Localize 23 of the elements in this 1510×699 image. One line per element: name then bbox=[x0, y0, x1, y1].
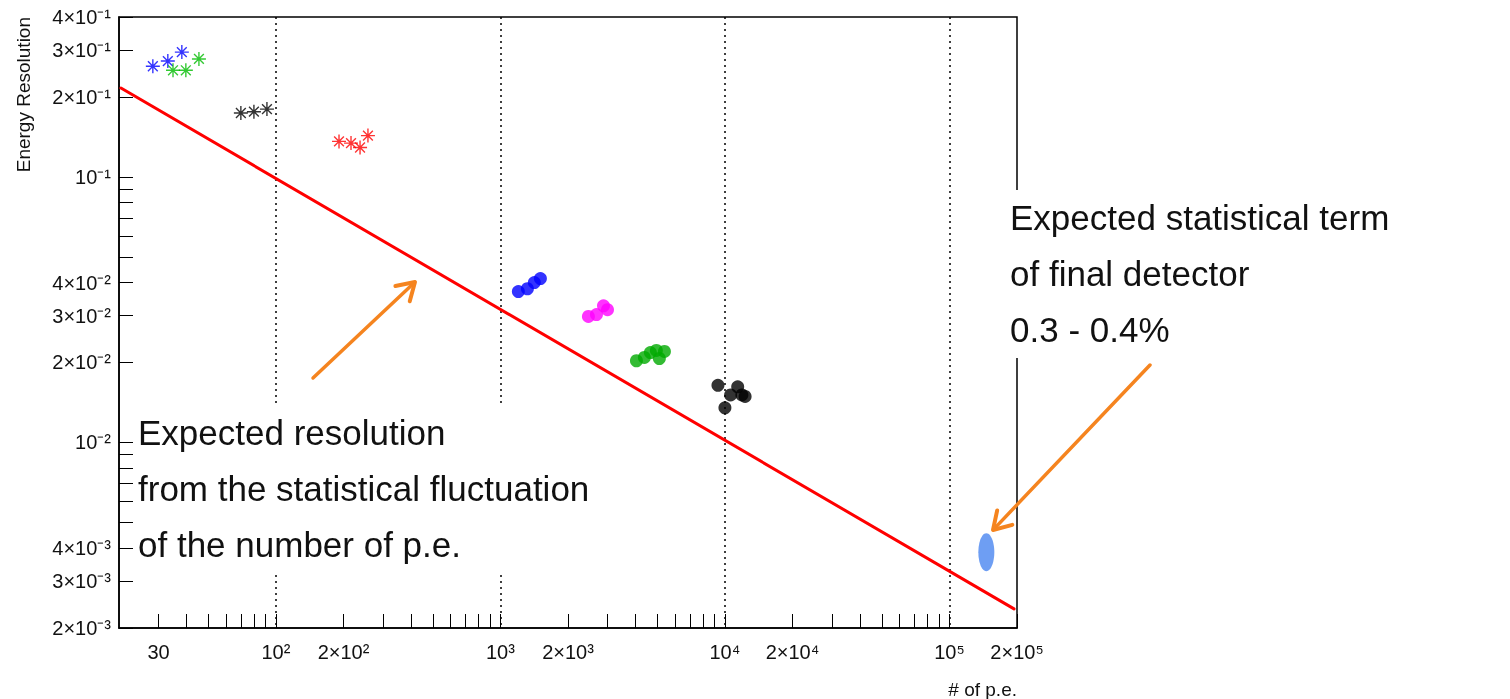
y-tick-label: 4×10⁻² bbox=[52, 271, 112, 294]
y-tick-label: 3×10⁻² bbox=[52, 304, 112, 327]
x-tick-label: 2×10³ bbox=[542, 641, 595, 663]
y-axis-title: Energy Resolution bbox=[13, 17, 34, 173]
y-tick-label: 2×10⁻¹ bbox=[52, 85, 112, 108]
y-tick-label: 2×10⁻² bbox=[52, 351, 112, 374]
x-tick-label: 10³ bbox=[485, 641, 516, 663]
y-tick-label: 3×10⁻³ bbox=[52, 570, 112, 593]
annotation: Expected statistical term of final detector 0.3 - 0.4% bbox=[1006, 190, 1394, 358]
y-tick-label: 2×10⁻³ bbox=[52, 617, 112, 639]
x-tick-label: 10² bbox=[261, 641, 291, 663]
x-tick-label: 2×10² bbox=[317, 641, 370, 663]
y-tick-label: 3×10⁻¹ bbox=[52, 39, 112, 62]
x-tick-label: 10⁴ bbox=[709, 641, 741, 663]
y-tick-label: 4×10⁻¹ bbox=[52, 6, 112, 28]
x-tick-label: 2×10⁵ bbox=[990, 641, 1044, 663]
x-tick-label: 10⁵ bbox=[934, 641, 965, 663]
x-tick-label: 30 bbox=[147, 641, 170, 663]
x-tick-label: 2×10⁴ bbox=[765, 641, 820, 663]
annotation: Expected resolution from the statistical fluctuation of the number of p.e. bbox=[134, 405, 594, 573]
y-tick-label: 10⁻¹ bbox=[75, 165, 112, 188]
y-tick-label: 10⁻² bbox=[75, 431, 112, 454]
y-tick-label: 4×10⁻³ bbox=[52, 537, 112, 560]
